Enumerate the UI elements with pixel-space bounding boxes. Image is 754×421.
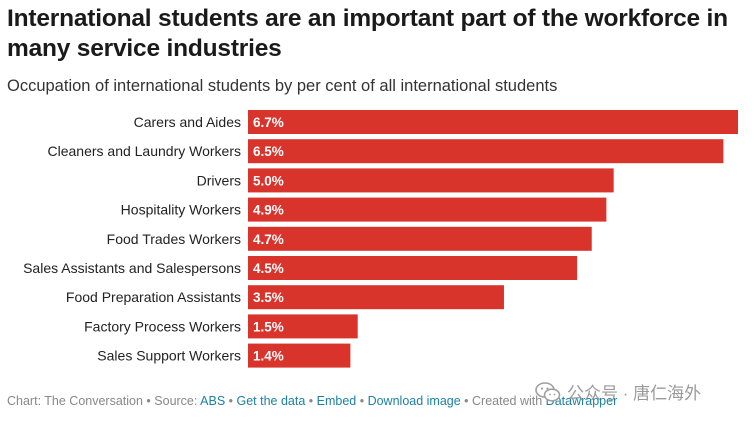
chart-footer: Chart: The Conversation • Source: ABS • … — [7, 394, 617, 408]
value-label-sales-support-workers: 1.4% — [253, 349, 284, 364]
download-image-link[interactable]: Download image — [367, 394, 461, 408]
bar-chart: Carers and Aides 6.7% Cleaners and Laundry… — [23, 110, 738, 368]
category-label-sales-assistants-and-salespersons: Sales Assistants and Salespersons — [23, 260, 241, 276]
datawrapper-link[interactable]: Datawrapper — [545, 394, 618, 408]
bar-sales-support-workers — [248, 343, 351, 368]
value-label-hospitality-workers: 4.9% — [253, 203, 284, 218]
bar-drivers — [248, 168, 614, 193]
separator: • — [225, 394, 237, 408]
source-label: Source: — [154, 394, 201, 408]
category-label-drivers: Drivers — [197, 172, 241, 188]
category-label-carers-and-aides: Carers and Aides — [134, 114, 241, 130]
bar-carers-and-aides — [248, 110, 738, 134]
wechat-icon — [535, 381, 561, 402]
value-label-sales-assistants-and-salespersons: 4.5% — [253, 261, 284, 276]
value-label-food-trades-workers: 4.7% — [253, 232, 284, 247]
bar-cleaners-and-laundry-workers — [248, 139, 724, 164]
value-label-carers-and-aides: 6.7% — [253, 115, 284, 130]
separator: • — [356, 394, 368, 408]
separator: • — [142, 394, 155, 408]
category-label-sales-support-workers: Sales Support Workers — [97, 348, 241, 364]
bar-food-preparation-assistants — [248, 285, 504, 310]
category-label-hospitality-workers: Hospitality Workers — [121, 202, 241, 218]
separator: • — [460, 394, 473, 408]
separator: • — [305, 394, 317, 408]
created-with-text: Created with — [472, 394, 546, 408]
bar-food-trades-workers — [248, 226, 592, 251]
source-link[interactable]: ABS — [200, 394, 226, 408]
watermark-text: 公众号 · 唐仁海外 — [567, 384, 702, 403]
value-label-factory-process-workers: 1.5% — [253, 319, 284, 334]
credit-text: Chart: The Conversation — [7, 394, 143, 408]
category-label-food-preparation-assistants: Food Preparation Assistants — [66, 289, 241, 305]
value-label-cleaners-and-laundry-workers: 6.5% — [253, 144, 284, 159]
watermark: 公众号 · 唐仁海外 — [535, 379, 701, 404]
bar-sales-assistants-and-salespersons — [248, 256, 578, 280]
chart-subtitle: Occupation of international students by … — [7, 77, 558, 95]
bar-hospitality-workers — [248, 197, 607, 222]
get-data-link[interactable]: Get the data — [236, 394, 306, 408]
bar-factory-process-workers — [248, 314, 358, 339]
embed-link[interactable]: Embed — [316, 394, 357, 408]
value-label-food-preparation-assistants: 3.5% — [253, 290, 284, 305]
chart-title: International students are an important … — [7, 5, 728, 62]
value-label-drivers: 5.0% — [253, 173, 284, 188]
category-label-factory-process-workers: Factory Process Workers — [84, 318, 241, 334]
category-label-cleaners-and-laundry-workers: Cleaners and Laundry Workers — [47, 143, 241, 159]
category-label-food-trades-workers: Food Trades Workers — [107, 231, 241, 247]
